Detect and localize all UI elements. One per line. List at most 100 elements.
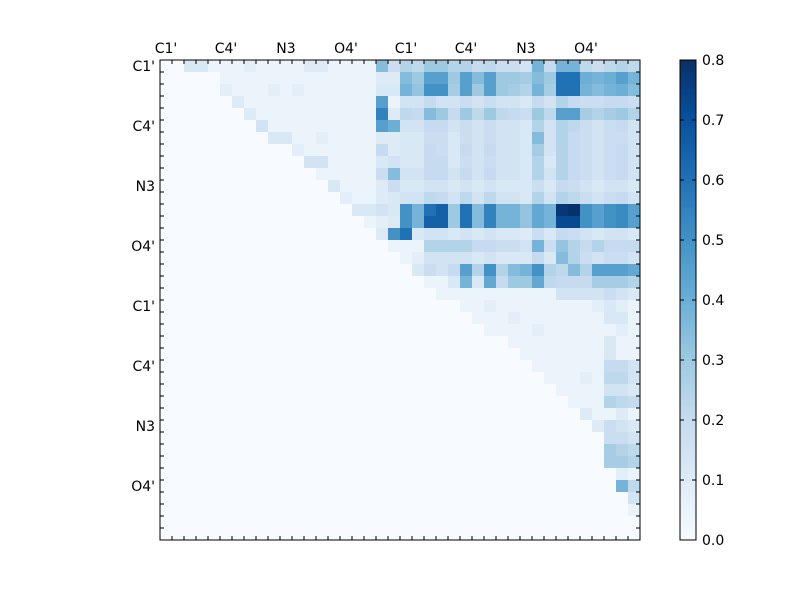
heatmap-cell bbox=[628, 420, 641, 433]
heatmap-cell bbox=[604, 156, 617, 169]
heatmap-cell bbox=[580, 420, 593, 433]
heatmap-cell bbox=[520, 492, 533, 505]
heatmap-cell bbox=[472, 456, 485, 469]
heatmap-cell bbox=[292, 384, 305, 397]
heatmap-cell bbox=[352, 180, 365, 193]
heatmap-cell bbox=[424, 252, 437, 265]
heatmap-cell bbox=[484, 228, 497, 241]
heatmap-cell bbox=[364, 468, 377, 481]
heatmap-cell bbox=[580, 60, 593, 73]
heatmap-cell bbox=[376, 324, 389, 337]
heatmap-cell bbox=[544, 132, 557, 145]
heatmap-cell bbox=[256, 456, 269, 469]
heatmap-cell bbox=[616, 288, 629, 301]
heatmap-cell bbox=[568, 492, 581, 505]
heatmap-cell bbox=[232, 516, 245, 529]
heatmap-cell bbox=[232, 96, 245, 109]
heatmap-cell bbox=[400, 180, 413, 193]
heatmap-cell bbox=[388, 324, 401, 337]
heatmap-cell bbox=[160, 276, 173, 289]
heatmap-cell bbox=[292, 432, 305, 445]
heatmap-cell bbox=[628, 300, 641, 313]
heatmap-cell bbox=[544, 204, 557, 217]
heatmap-cell bbox=[292, 60, 305, 73]
heatmap-cell bbox=[220, 324, 233, 337]
heatmap-cell bbox=[592, 300, 605, 313]
heatmap-cell bbox=[412, 360, 425, 373]
heatmap-cell bbox=[184, 252, 197, 265]
heatmap-cell bbox=[208, 336, 221, 349]
heatmap-cell bbox=[340, 180, 353, 193]
heatmap-cell bbox=[436, 84, 449, 97]
heatmap-cell bbox=[448, 240, 461, 253]
heatmap-cell bbox=[328, 216, 341, 229]
heatmap-cell bbox=[232, 192, 245, 205]
heatmap-cell bbox=[280, 84, 293, 97]
heatmap-cell bbox=[568, 468, 581, 481]
heatmap-cell bbox=[340, 132, 353, 145]
heatmap-cell bbox=[604, 360, 617, 373]
heatmap-cell bbox=[280, 96, 293, 109]
heatmap-cell bbox=[388, 456, 401, 469]
heatmap-cell bbox=[184, 60, 197, 73]
heatmap-cell bbox=[268, 72, 281, 85]
heatmap-cell bbox=[628, 336, 641, 349]
heatmap-cell bbox=[424, 84, 437, 97]
heatmap-cell bbox=[592, 108, 605, 121]
heatmap-cell bbox=[220, 156, 233, 169]
heatmap-cell bbox=[412, 204, 425, 217]
heatmap-cell bbox=[424, 264, 437, 277]
heatmap-cell bbox=[436, 252, 449, 265]
heatmap-cell bbox=[292, 504, 305, 517]
heatmap-cell bbox=[376, 360, 389, 373]
heatmap-cell bbox=[244, 96, 257, 109]
heatmap-cell bbox=[496, 240, 509, 253]
heatmap-cell bbox=[472, 228, 485, 241]
heatmap-cell bbox=[460, 132, 473, 145]
heatmap-cell bbox=[568, 72, 581, 85]
heatmap-cell bbox=[352, 396, 365, 409]
heatmap-cell bbox=[160, 444, 173, 457]
heatmap-cell bbox=[208, 72, 221, 85]
heatmap-cell bbox=[352, 492, 365, 505]
x-tick-label: C1' bbox=[395, 41, 418, 57]
heatmap-cell bbox=[604, 324, 617, 337]
heatmap-cell bbox=[244, 516, 257, 529]
heatmap-cell bbox=[532, 156, 545, 169]
heatmap-cell bbox=[592, 384, 605, 397]
heatmap-cell bbox=[256, 360, 269, 373]
heatmap-cell bbox=[520, 168, 533, 181]
heatmap-cell bbox=[604, 72, 617, 85]
heatmap-cell bbox=[172, 324, 185, 337]
heatmap-cell bbox=[364, 384, 377, 397]
heatmap-cell bbox=[244, 240, 257, 253]
heatmap-cell bbox=[280, 324, 293, 337]
heatmap-cell bbox=[340, 264, 353, 277]
heatmap-cell bbox=[196, 96, 209, 109]
heatmap-cell bbox=[232, 432, 245, 445]
heatmap-cell bbox=[256, 108, 269, 121]
heatmap-cell bbox=[448, 96, 461, 109]
heatmap-cell bbox=[196, 372, 209, 385]
heatmap-cell bbox=[244, 264, 257, 277]
heatmap-cell bbox=[496, 372, 509, 385]
heatmap-cell bbox=[424, 444, 437, 457]
heatmap-cell bbox=[388, 60, 401, 73]
heatmap-cell bbox=[400, 456, 413, 469]
heatmap-cell bbox=[184, 480, 197, 493]
heatmap-cell bbox=[232, 252, 245, 265]
heatmap-cell bbox=[508, 276, 521, 289]
heatmap-cell bbox=[304, 384, 317, 397]
heatmap-cell bbox=[388, 216, 401, 229]
heatmap-cell bbox=[520, 144, 533, 157]
heatmap-cell bbox=[532, 204, 545, 217]
heatmap-cell bbox=[460, 504, 473, 517]
heatmap-cell bbox=[220, 312, 233, 325]
heatmap-cell bbox=[364, 480, 377, 493]
heatmap-cell bbox=[532, 96, 545, 109]
heatmap-cell bbox=[232, 492, 245, 505]
heatmap-cell bbox=[256, 348, 269, 361]
x-tick-labels: C1' C4' N3 O4' C1' C4' N3 O4' bbox=[155, 41, 598, 57]
heatmap-cell bbox=[508, 312, 521, 325]
